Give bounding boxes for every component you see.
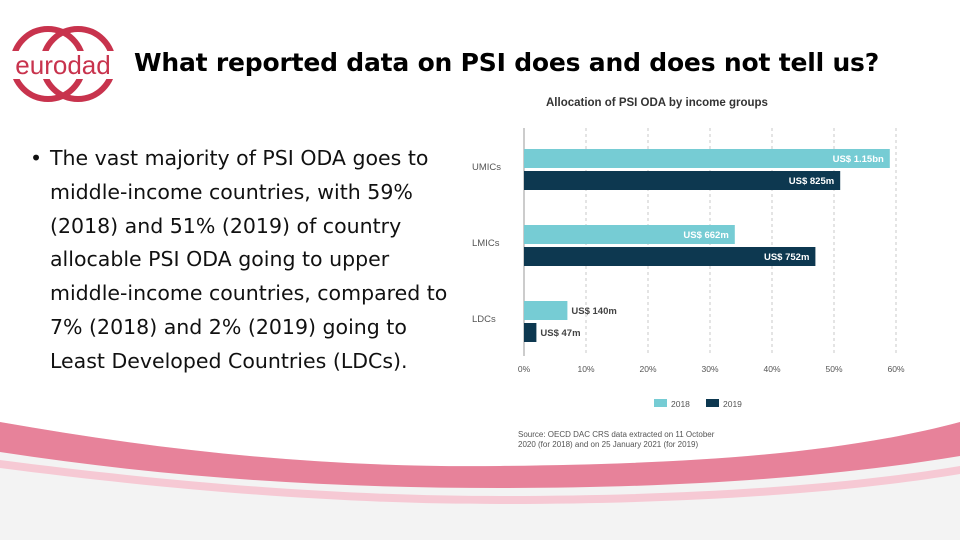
legend-label: 2018 bbox=[671, 399, 690, 409]
source-line: Source: OECD DAC CRS data extracted on 1… bbox=[518, 430, 715, 439]
bar-data-label: US$ 47m bbox=[540, 328, 580, 339]
legend-swatch bbox=[706, 399, 719, 407]
bar-data-label: US$ 140m bbox=[571, 306, 616, 317]
slide-title: What reported data on PSI does and does … bbox=[134, 48, 880, 77]
bullet-item: • The vast majority of PSI ODA goes to m… bbox=[30, 142, 450, 379]
bar bbox=[524, 171, 841, 190]
bar bbox=[524, 301, 568, 320]
bar-data-label: US$ 752m bbox=[764, 252, 809, 263]
x-tick-label: 50% bbox=[825, 364, 842, 374]
legend-label: 2019 bbox=[723, 399, 742, 409]
x-tick-label: 20% bbox=[639, 364, 656, 374]
bullet-marker: • bbox=[30, 146, 43, 170]
logo-wordmark: eurodad bbox=[15, 50, 110, 80]
legend-swatch bbox=[654, 399, 667, 407]
decorative-bottom-band bbox=[0, 422, 960, 540]
bar bbox=[524, 225, 735, 244]
chart-title: Allocation of PSI ODA by income groups bbox=[546, 97, 768, 109]
x-tick-label: 60% bbox=[887, 364, 904, 374]
bar-data-label: US$ 662m bbox=[683, 230, 728, 241]
bar bbox=[524, 247, 816, 266]
income-allocation-chart: Allocation of PSI ODA by income groups U… bbox=[472, 97, 905, 449]
bar bbox=[524, 149, 890, 168]
bar-data-label: US$ 825m bbox=[789, 176, 834, 187]
category-label: LMICs bbox=[472, 238, 500, 249]
x-tick-label: 30% bbox=[701, 364, 718, 374]
x-tick-label: 10% bbox=[577, 364, 594, 374]
chart-source: Source: OECD DAC CRS data extracted on 1… bbox=[518, 430, 715, 449]
source-line: 2020 (for 2018) and on 25 January 2021 (… bbox=[518, 440, 698, 449]
category-label: UMICs bbox=[472, 162, 501, 173]
eurodad-logo: eurodad bbox=[5, 26, 121, 102]
x-tick-label: 40% bbox=[763, 364, 780, 374]
bullet-text: The vast majority of PSI ODA goes to mid… bbox=[50, 146, 448, 373]
bar-data-label: US$ 1.15bn bbox=[833, 154, 884, 165]
category-label: LDCs bbox=[472, 314, 496, 325]
bar bbox=[524, 323, 537, 342]
x-tick-label: 0% bbox=[518, 364, 531, 374]
